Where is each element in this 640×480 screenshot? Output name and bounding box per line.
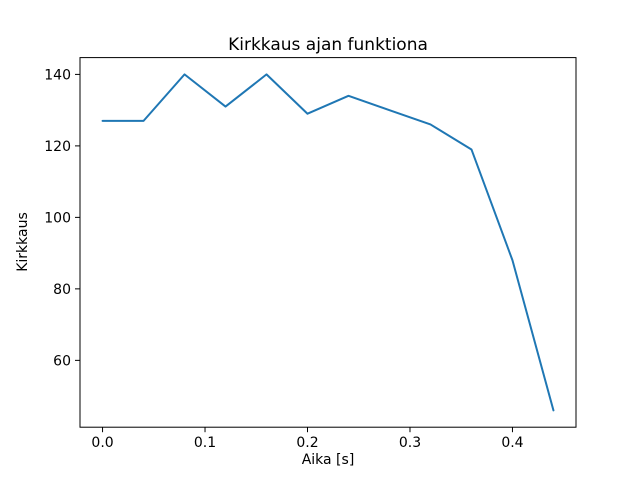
y-tick-label: 140 (44, 67, 71, 83)
x-tick-label: 0.0 (91, 435, 113, 451)
y-axis-label: Kirkkaus (15, 212, 31, 272)
x-tick-label: 0.1 (194, 435, 216, 451)
data-line (101, 73, 555, 412)
axes-border (79, 57, 577, 428)
y-tick-label: 120 (44, 139, 71, 155)
x-axis-label: Aika [s] (302, 452, 355, 468)
x-tick-label: 0.3 (399, 435, 421, 451)
y-tick-label: 60 (53, 353, 71, 369)
x-tick-label: 0.4 (501, 435, 523, 451)
y-tick-label: 80 (53, 282, 71, 298)
x-tick-label: 0.2 (296, 435, 318, 451)
y-tick-label: 100 (44, 210, 71, 226)
plot-area: 0.0 0.1 0.2 0.3 0.4 60 80 100 120 140 (44, 57, 577, 451)
chart-title: Kirkkaus ajan funktiona (228, 35, 428, 55)
